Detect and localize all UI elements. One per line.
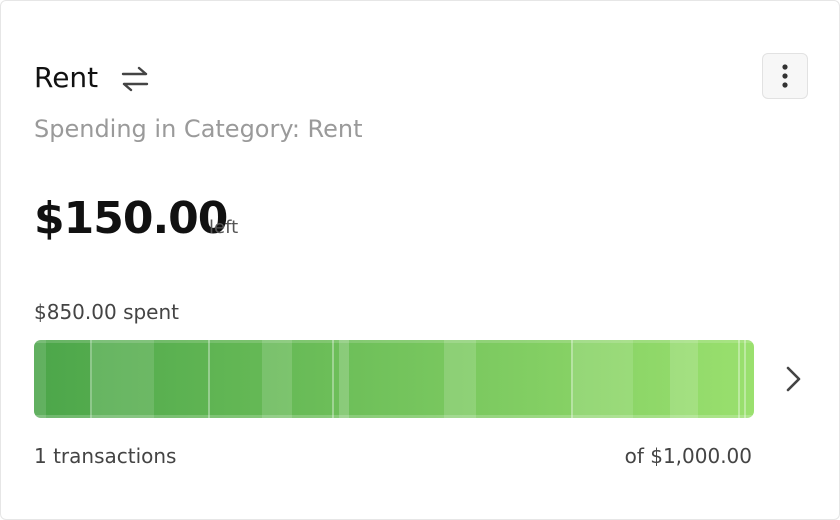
transaction-count: 1 transactions (34, 444, 177, 468)
chevron-right[interactable] (784, 365, 804, 393)
kebab-icon (782, 64, 788, 88)
spent-label: $850.00 spent (34, 300, 179, 324)
card-subtitle: Spending in Category: Rent (34, 115, 363, 143)
remaining-suffix: left (209, 217, 239, 238)
transfer-icon[interactable] (119, 65, 151, 93)
card-title: Rent (34, 61, 99, 94)
progress-bar (34, 340, 754, 418)
budget-total: of $1,000.00 (624, 444, 752, 468)
menu-button[interactable] (762, 53, 808, 99)
remaining-amount: $150.00 (34, 193, 228, 244)
